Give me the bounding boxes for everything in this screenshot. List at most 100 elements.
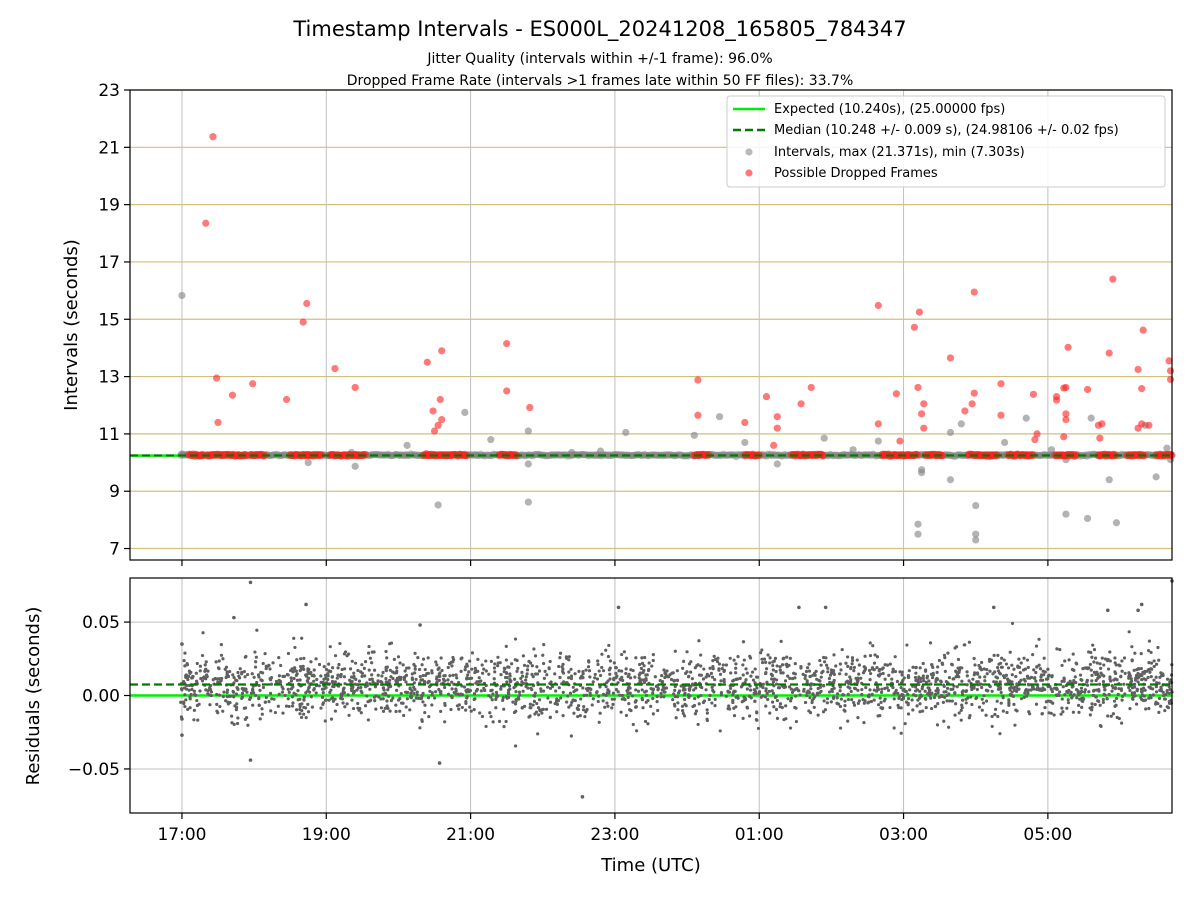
- residual-point: [513, 744, 518, 748]
- residual-point: [248, 697, 252, 701]
- dropped-frame-point: [874, 420, 882, 428]
- residual-point: [1012, 667, 1016, 671]
- residual-point: [936, 691, 940, 695]
- residual-point: [394, 703, 398, 707]
- residual-point: [789, 699, 793, 703]
- dropped-frame-point: [1134, 365, 1142, 374]
- residual-point: [199, 676, 203, 681]
- dropped-frame-point: [874, 301, 882, 310]
- residual-point: [405, 666, 409, 670]
- residual-point: [718, 729, 722, 733]
- residual-point: [785, 655, 789, 659]
- time-x-tick-label: 03:00: [879, 825, 928, 845]
- residual-point: [640, 656, 644, 660]
- residual-point: [826, 666, 830, 670]
- residual-point: [281, 711, 285, 715]
- residual-point: [811, 673, 815, 677]
- dropped-frame-point: [1060, 384, 1068, 392]
- residual-point: [1152, 664, 1156, 669]
- residual-point: [646, 722, 650, 726]
- residual-point: [696, 722, 700, 727]
- residual-point: [531, 703, 535, 707]
- residual-point: [637, 676, 641, 680]
- residual-point: [1123, 671, 1127, 675]
- residual-point: [651, 691, 655, 695]
- residual-point: [508, 687, 512, 691]
- residual-point: [1105, 696, 1109, 701]
- residual-point: [1005, 710, 1009, 715]
- residual-point: [876, 687, 881, 692]
- residual-point: [511, 700, 515, 704]
- residual-point: [395, 666, 399, 670]
- interval-point: [918, 468, 926, 477]
- residual-point: [845, 679, 850, 683]
- residual-point: [238, 667, 242, 671]
- residual-point: [583, 715, 587, 719]
- residual-point: [513, 637, 518, 641]
- dropped-frame-point: [694, 411, 702, 419]
- residual-point: [929, 706, 934, 711]
- residual-point: [596, 659, 600, 663]
- residual-point: [220, 676, 224, 681]
- residual-point: [264, 666, 268, 671]
- residual-point: [505, 680, 509, 684]
- residual-point: [194, 693, 198, 697]
- residual-point: [1054, 693, 1058, 697]
- residual-point: [996, 714, 1000, 719]
- residual-point: [642, 664, 646, 668]
- residual-point: [872, 661, 877, 665]
- residual-point: [292, 676, 296, 681]
- residual-point: [557, 664, 561, 669]
- residual-point: [610, 706, 614, 710]
- residual-point: [664, 673, 668, 677]
- residual-point: [232, 615, 236, 620]
- residual-point: [1035, 665, 1039, 669]
- residual-point: [295, 708, 299, 712]
- residual-point: [182, 659, 186, 663]
- residual-point: [1117, 687, 1121, 691]
- residual-point: [1011, 694, 1015, 698]
- residual-point: [770, 700, 775, 704]
- residual-point: [264, 664, 268, 668]
- residual-point: [967, 716, 971, 720]
- residual-point: [523, 704, 527, 708]
- residual-point: [641, 678, 646, 682]
- residual-point: [694, 709, 699, 713]
- residual-point: [569, 667, 573, 671]
- residual-point: [821, 710, 826, 714]
- dropped-frame-point: [914, 383, 922, 392]
- residual-point: [1139, 666, 1143, 671]
- residual-point: [969, 685, 973, 689]
- residual-point: [330, 675, 335, 679]
- residual-point: [815, 677, 819, 681]
- residual-point: [935, 670, 939, 674]
- residual-point: [1053, 686, 1057, 690]
- residual-point: [260, 679, 264, 683]
- residual-point: [1114, 703, 1118, 707]
- residual-point: [491, 692, 495, 696]
- residual-point: [1067, 658, 1071, 662]
- residual-point: [230, 721, 234, 725]
- residual-point: [639, 666, 643, 670]
- residual-point: [839, 668, 843, 672]
- residual-point: [294, 693, 298, 697]
- residual-point: [901, 695, 906, 699]
- intervals-y-tick-label: 23: [98, 81, 120, 101]
- residual-point: [1136, 608, 1140, 613]
- residual-point: [463, 668, 467, 672]
- residual-point: [1083, 690, 1087, 694]
- residual-point: [999, 701, 1003, 705]
- residual-point: [370, 661, 374, 665]
- residual-point: [761, 682, 765, 686]
- residual-point: [1097, 682, 1102, 686]
- residual-point: [290, 667, 294, 671]
- residual-point: [295, 678, 300, 682]
- residual-point: [964, 689, 968, 694]
- residual-point: [243, 675, 247, 679]
- residual-point: [998, 661, 1003, 665]
- residual-point: [484, 669, 488, 673]
- residual-point: [381, 697, 385, 701]
- dropped-frame-point: [819, 451, 827, 460]
- residual-point: [600, 665, 604, 670]
- residual-point: [525, 668, 530, 672]
